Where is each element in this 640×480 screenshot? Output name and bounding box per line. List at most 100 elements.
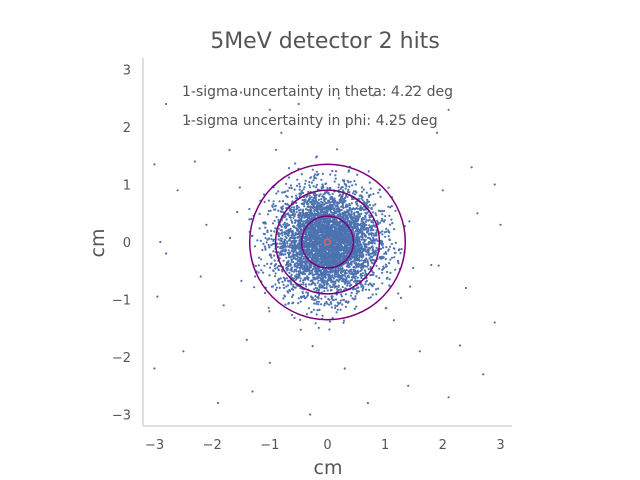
data-point [263, 201, 266, 204]
data-point [278, 286, 281, 289]
data-point [348, 220, 351, 223]
data-point [293, 250, 296, 253]
data-point [338, 201, 341, 204]
data-point [322, 258, 325, 261]
data-point [318, 251, 321, 254]
data-point [280, 242, 283, 245]
data-point [334, 298, 338, 301]
data-point [333, 256, 336, 259]
data-point [290, 273, 293, 276]
data-point [297, 209, 300, 212]
data-point [318, 195, 321, 198]
data-point [248, 218, 251, 221]
data-point [304, 198, 307, 201]
data-point [353, 211, 356, 214]
data-point [290, 266, 294, 269]
data-point [312, 185, 315, 188]
data-point [327, 219, 330, 222]
data-point [368, 203, 371, 207]
data-point [297, 275, 300, 278]
data-point [338, 243, 341, 246]
data-point [363, 232, 366, 235]
data-point [288, 186, 291, 189]
data-point [236, 211, 239, 214]
data-point [159, 240, 162, 244]
data-point [320, 234, 323, 237]
data-point [353, 219, 356, 222]
data-point [340, 225, 343, 228]
data-point [375, 293, 378, 296]
data-point [306, 265, 309, 268]
data-point [341, 230, 344, 233]
data-point [304, 208, 308, 211]
data-point [321, 247, 324, 250]
data-point [272, 250, 275, 253]
data-point [348, 232, 351, 235]
data-point [350, 211, 353, 214]
data-point [320, 260, 323, 263]
data-point [339, 260, 342, 263]
data-point [290, 240, 293, 243]
data-point [311, 296, 314, 300]
data-point [271, 204, 274, 207]
data-point [371, 211, 374, 214]
data-point [383, 266, 386, 269]
data-point [320, 286, 323, 289]
data-point [309, 254, 312, 257]
data-point [388, 284, 391, 287]
data-point [315, 244, 318, 247]
data-point [273, 230, 276, 233]
data-point [350, 291, 353, 294]
data-point [261, 248, 264, 252]
data-point [285, 182, 288, 185]
data-point [293, 206, 296, 209]
data-point [334, 177, 337, 180]
data-point [361, 274, 364, 277]
data-point [273, 275, 277, 278]
data-point [325, 213, 328, 216]
data-point [365, 226, 369, 230]
data-point [312, 228, 315, 231]
data-point [335, 253, 339, 257]
data-point [273, 219, 276, 222]
data-point [387, 248, 390, 251]
uncertainty-circle-2 [300, 215, 355, 269]
data-point [271, 222, 275, 225]
data-point [353, 179, 356, 183]
data-point [299, 318, 302, 321]
y-tick-label: −3 [112, 409, 131, 424]
data-point [372, 283, 375, 286]
data-point [320, 203, 323, 207]
data-point [307, 190, 310, 193]
data-point [318, 283, 321, 286]
data-point [385, 227, 388, 230]
data-point [314, 294, 317, 298]
data-point [340, 247, 343, 251]
data-point [266, 262, 269, 265]
data-point [347, 188, 350, 191]
data-point [350, 224, 353, 227]
data-point [264, 226, 267, 229]
data-point [334, 280, 337, 284]
data-point [277, 190, 280, 193]
data-point [260, 258, 263, 261]
data-point [321, 240, 324, 243]
data-point [312, 276, 315, 279]
data-point [274, 208, 277, 211]
data-point [309, 272, 312, 275]
data-point [348, 204, 351, 207]
data-point [311, 223, 314, 226]
data-point [279, 239, 282, 242]
data-point [338, 232, 342, 235]
data-point [263, 291, 266, 295]
data-point [302, 223, 306, 226]
data-point [329, 253, 332, 256]
data-point [289, 264, 292, 267]
data-point [334, 236, 337, 239]
data-point [349, 257, 352, 260]
data-point [250, 217, 253, 221]
data-point [362, 249, 365, 252]
data-point [365, 191, 368, 194]
data-point [365, 257, 368, 260]
